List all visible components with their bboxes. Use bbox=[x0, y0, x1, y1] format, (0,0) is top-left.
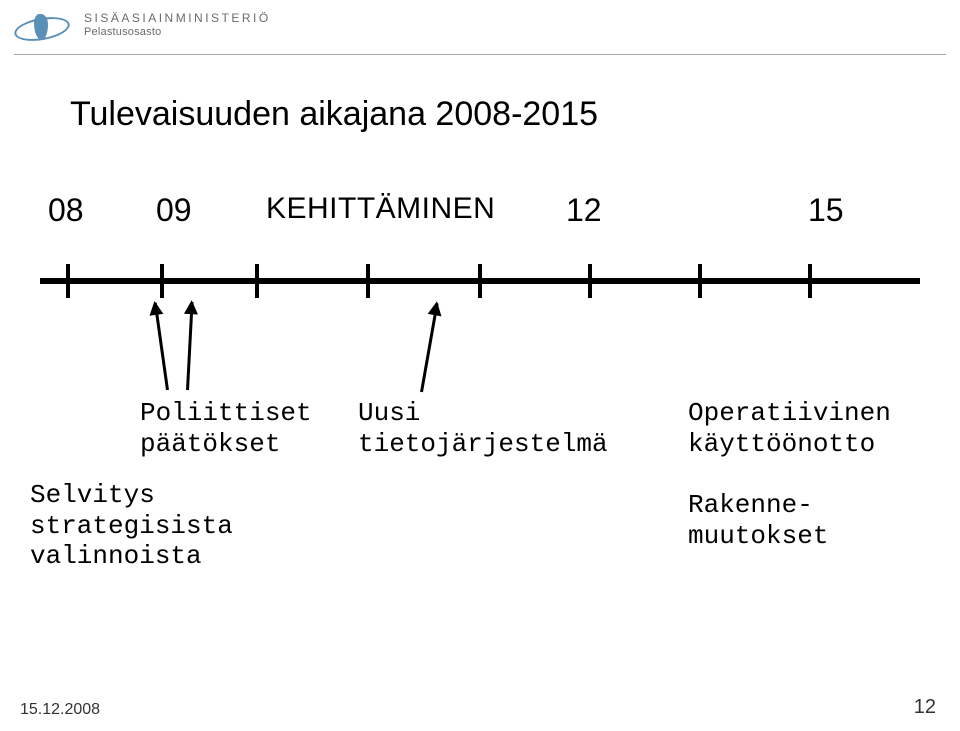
arrow-icon bbox=[186, 302, 194, 390]
timeline-tick bbox=[366, 264, 370, 298]
timeline-tick bbox=[698, 264, 702, 298]
annotation: Operatiivinen käyttöönotto bbox=[688, 398, 891, 459]
footer-page: 12 bbox=[914, 696, 936, 719]
timeline-tick bbox=[66, 264, 70, 298]
logo-mark-icon bbox=[14, 12, 74, 46]
axis-label: 09 bbox=[156, 192, 192, 229]
timeline-axis bbox=[40, 278, 920, 284]
axis-label: 08 bbox=[48, 192, 84, 229]
header-rule bbox=[14, 54, 946, 55]
timeline-tick bbox=[478, 264, 482, 298]
slide: SISÄASIAINMINISTERIÖ Pelastusosasto Tule… bbox=[0, 0, 960, 731]
timeline-tick bbox=[808, 264, 812, 298]
timeline-axis-labels: 08 09 KEHITTÄMINEN 12 15 bbox=[0, 192, 960, 232]
department-name: Pelastusosasto bbox=[84, 27, 271, 39]
footer-date: 15.12.2008 bbox=[20, 701, 100, 719]
timeline-tick bbox=[160, 264, 164, 298]
arrow-icon bbox=[154, 303, 169, 391]
ministry-logo: SISÄASIAINMINISTERIÖ Pelastusosasto bbox=[14, 12, 271, 46]
annotation: Selvitys strategisista valinnoista bbox=[30, 480, 233, 572]
logo-text: SISÄASIAINMINISTERIÖ Pelastusosasto bbox=[84, 12, 271, 38]
timeline-tick bbox=[255, 264, 259, 298]
axis-label: KEHITTÄMINEN bbox=[266, 192, 495, 226]
annotation: Poliittiset päätökset bbox=[140, 398, 312, 459]
annotation: Rakenne- muutokset bbox=[688, 490, 828, 551]
annotation: Uusi tietojärjestelmä bbox=[358, 398, 608, 459]
arrow-icon bbox=[420, 303, 439, 392]
timeline-tick bbox=[588, 264, 592, 298]
axis-label: 12 bbox=[566, 192, 602, 229]
slide-title: Tulevaisuuden aikajana 2008-2015 bbox=[70, 95, 598, 134]
ministry-name: SISÄASIAINMINISTERIÖ bbox=[84, 12, 271, 25]
axis-label: 15 bbox=[808, 192, 844, 229]
